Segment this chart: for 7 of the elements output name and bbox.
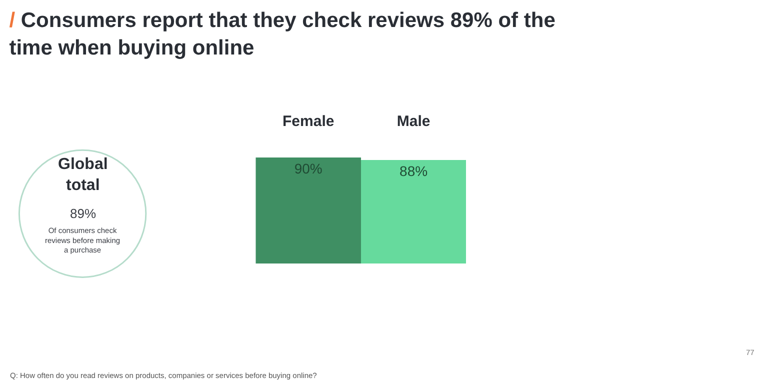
x-tick-label: Male xyxy=(396,113,430,130)
x-tick-label: Female xyxy=(282,113,334,130)
text: Global total xyxy=(58,156,108,194)
data-label: 88% xyxy=(400,163,428,180)
data-label: 90% xyxy=(294,160,322,177)
chart-title: / Consumers report that they check reviews 89% of the time when buying online xyxy=(9,8,556,60)
text: 89% xyxy=(70,206,96,221)
